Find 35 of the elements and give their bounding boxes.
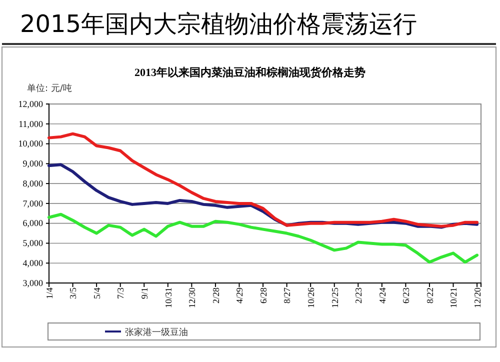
legend-label: 张家港一级豆油 (125, 327, 188, 338)
x-tick-label: 12/30 (187, 287, 198, 308)
y-tick-label: 10,000 (18, 138, 44, 149)
x-tick-label: 4/24 (377, 287, 388, 304)
line-series (48, 212, 479, 264)
x-tick-label: 10/21 (448, 288, 459, 308)
x-tick-label: 10/31 (163, 288, 174, 308)
x-tick-label: 8/27 (282, 287, 292, 304)
x-tick-label: 7/3 (116, 287, 126, 300)
y-tick-label: 7,000 (22, 198, 44, 208)
x-tick-label: 1/4 (44, 287, 54, 300)
x-tick-label: 9/1 (140, 288, 150, 300)
y-tick-label: 5,000 (22, 238, 44, 248)
x-tick-label: 3/5 (68, 287, 78, 300)
x-tick-label: 8/22 (424, 288, 435, 304)
y-tick-label: 11,000 (18, 118, 44, 129)
x-tick-label: 2/28 (210, 287, 221, 304)
x-tick-label: 5/4 (92, 287, 102, 300)
y-tick-label: 12,000 (18, 98, 44, 109)
x-tick-label: 12/25 (330, 287, 340, 308)
x-tick-label: 6/28 (258, 287, 268, 304)
y-tick-label: 8,000 (22, 178, 44, 188)
chart-subtitle: 2013年以来国内菜油豆油和棕榈油现货价格走势 (134, 66, 366, 79)
x-tick-label: 6/23 (401, 287, 412, 304)
y-tick-label: 9,000 (22, 158, 44, 169)
y-tick-label: 6,000 (22, 218, 44, 228)
x-tick-label: 2/23 (354, 287, 364, 304)
line-series (48, 132, 479, 228)
x-tick-label: 12/20 (472, 287, 482, 308)
x-tick-label: 4/29 (234, 287, 245, 304)
y-axis-title: 单位: 元/吨 (27, 83, 72, 94)
chart-title: 2015年国内大宗植物油价格震荡运行 (20, 10, 418, 38)
x-tick-label: 10/26 (306, 287, 316, 308)
y-tick-label: 4,000 (22, 258, 44, 268)
y-tick-label: 3,000 (22, 278, 44, 288)
